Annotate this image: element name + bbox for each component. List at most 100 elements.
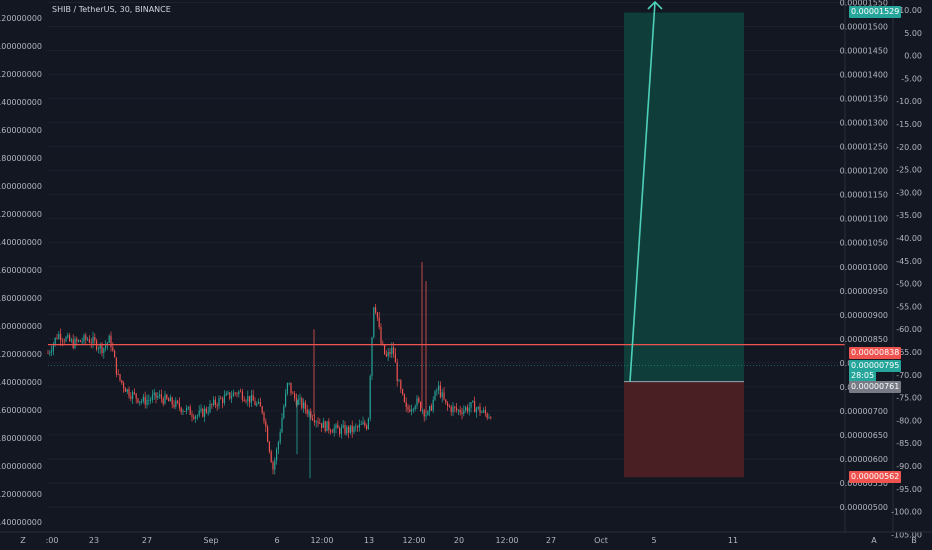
candle xyxy=(142,393,144,404)
candle xyxy=(94,333,96,344)
percent-axis-tick: -5.00 xyxy=(901,74,922,83)
candle xyxy=(157,392,159,401)
price-axis[interactable]: 0.00001550 0.00001500 0.00001450 0.00001400… xyxy=(840,0,888,532)
candle xyxy=(178,397,180,411)
candle xyxy=(175,397,177,410)
candle xyxy=(288,382,290,386)
candle xyxy=(369,374,371,422)
price-axis-tick: 0.00001350 xyxy=(840,95,888,104)
candle xyxy=(171,396,173,409)
candle xyxy=(151,389,153,403)
candle xyxy=(290,382,292,396)
candle xyxy=(247,390,249,407)
candle xyxy=(357,424,359,432)
candle xyxy=(457,409,459,416)
candle xyxy=(335,422,337,434)
candle xyxy=(137,398,139,404)
candle xyxy=(49,349,51,357)
candle xyxy=(123,381,125,393)
left-axis-tick: 0.00000000 xyxy=(0,42,42,51)
candle xyxy=(425,412,427,421)
candle xyxy=(133,388,135,396)
candle xyxy=(51,345,53,356)
candle xyxy=(443,387,445,401)
price-axis-tick: 0.00001000 xyxy=(840,263,888,272)
candle xyxy=(213,396,215,407)
candle xyxy=(466,404,468,414)
percent-axis-tick: -10.00 xyxy=(896,97,922,106)
candle xyxy=(87,336,89,342)
candle xyxy=(490,416,492,420)
candle xyxy=(274,457,276,475)
price-axis-tick: 0.00001100 xyxy=(840,215,888,224)
candle xyxy=(216,402,218,411)
percent-axis-tick: -60.00 xyxy=(896,325,922,334)
candle xyxy=(441,388,443,403)
candle xyxy=(240,388,242,393)
candle xyxy=(475,406,477,418)
percent-axis-tick: -65.00 xyxy=(896,348,922,357)
candle xyxy=(461,407,463,420)
candle xyxy=(270,449,272,463)
candle xyxy=(286,382,288,396)
percent-axis[interactable]: 10.00 5.00 0.00 -5.00 -10.00 -15.00 -20.00 -25.… xyxy=(891,0,922,539)
candle xyxy=(220,396,222,400)
left-axis-tick: -2.60000000 xyxy=(0,406,42,415)
candle xyxy=(400,378,402,393)
left-axis-tick: -0.60000000 xyxy=(0,126,42,135)
candle xyxy=(423,408,425,422)
candle xyxy=(420,401,422,412)
candle xyxy=(448,404,450,408)
candle xyxy=(484,406,486,417)
candle xyxy=(205,406,207,414)
candle xyxy=(283,403,285,420)
candle xyxy=(267,424,269,443)
candle xyxy=(375,303,377,315)
left-axis-tick: -0.20000000 xyxy=(0,70,42,79)
price-axis-tick: 0.00000900 xyxy=(840,311,888,320)
candle xyxy=(173,400,175,409)
candle xyxy=(472,400,474,403)
candle xyxy=(234,391,236,397)
percent-axis-tick: -80.00 xyxy=(896,416,922,425)
candle xyxy=(452,402,454,417)
candle xyxy=(279,428,281,445)
candle xyxy=(292,391,294,394)
auto-scale-button[interactable]: A xyxy=(871,536,877,545)
candle xyxy=(418,396,420,404)
candle xyxy=(403,393,405,403)
symbol-legend: SHIB / TetherUS, 30, BINANCE xyxy=(52,5,171,14)
left-axis: 0.20000000 0.00000000 -0.20000000 -0.400000… xyxy=(0,14,42,527)
candle xyxy=(358,419,360,432)
candle xyxy=(74,336,76,350)
candle xyxy=(447,400,449,411)
time-axis[interactable]: :00 23 27 Sep 6 12:00 13 12:00 20 12:00 27 Oct 5 11 Z A… xyxy=(0,531,932,545)
candle xyxy=(315,420,317,428)
candle xyxy=(414,404,416,412)
candle xyxy=(342,420,344,429)
price-axis-tick: 0.00000850 xyxy=(840,335,888,344)
time-axis-tick: 27 xyxy=(142,536,152,545)
candle xyxy=(126,388,128,395)
timezone-button[interactable]: Z xyxy=(20,536,26,545)
settings-button[interactable]: B xyxy=(911,536,917,545)
percent-axis-tick: -70.00 xyxy=(896,371,922,380)
candle xyxy=(353,425,355,435)
price-axis-tick: 0.00000950 xyxy=(840,287,888,296)
candle xyxy=(297,394,299,406)
candle xyxy=(108,334,110,343)
candle xyxy=(112,342,114,352)
candle xyxy=(324,420,326,433)
percent-axis-tick: -105.00 xyxy=(891,530,922,539)
loss-zone xyxy=(624,381,744,478)
candle xyxy=(90,338,92,349)
candle xyxy=(103,347,105,359)
price-axis-tick: 0.00001500 xyxy=(840,23,888,32)
candle xyxy=(351,420,353,438)
time-axis-tick: Sep xyxy=(203,536,218,545)
candle xyxy=(331,428,333,433)
candle xyxy=(322,417,324,428)
candle xyxy=(198,405,200,418)
candle xyxy=(222,396,224,409)
